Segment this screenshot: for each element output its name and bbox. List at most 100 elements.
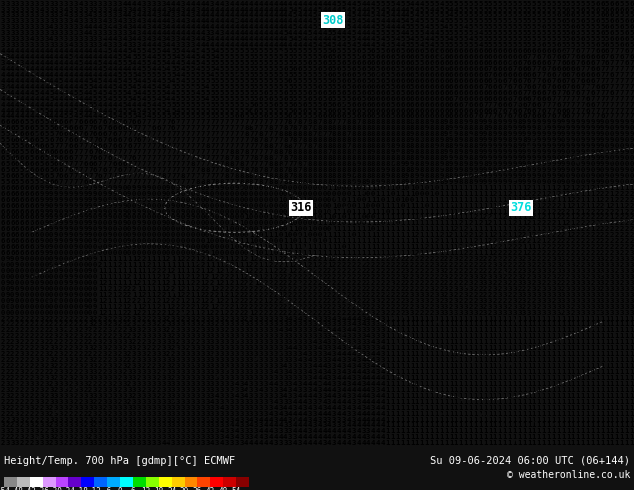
Text: 3: 3 bbox=[547, 310, 551, 316]
Text: 7: 7 bbox=[161, 161, 165, 167]
Text: 9: 9 bbox=[64, 215, 68, 220]
Text: 7: 7 bbox=[74, 161, 78, 167]
Text: 7: 7 bbox=[166, 149, 171, 155]
Text: 6: 6 bbox=[469, 107, 473, 114]
Text: 9: 9 bbox=[5, 292, 10, 298]
Text: 6: 6 bbox=[439, 114, 444, 120]
Text: 4: 4 bbox=[347, 375, 351, 381]
Text: 4: 4 bbox=[205, 96, 209, 101]
Text: 3: 3 bbox=[122, 363, 127, 369]
Text: 8: 8 bbox=[283, 155, 287, 161]
Text: 3: 3 bbox=[259, 333, 263, 340]
Text: 3: 3 bbox=[122, 441, 127, 446]
Text: 3: 3 bbox=[566, 298, 570, 304]
Text: 0: 0 bbox=[83, 238, 87, 245]
Text: 1: 1 bbox=[478, 369, 482, 375]
Text: 2: 2 bbox=[552, 209, 555, 215]
Text: 9: 9 bbox=[536, 143, 541, 149]
Text: 3: 3 bbox=[220, 316, 224, 321]
Text: 1: 1 bbox=[458, 185, 463, 191]
Text: 7: 7 bbox=[215, 161, 219, 167]
Text: 3: 3 bbox=[132, 12, 136, 19]
Text: 9: 9 bbox=[483, 131, 488, 137]
Text: 5: 5 bbox=[302, 48, 307, 54]
Text: 2: 2 bbox=[469, 262, 473, 268]
Text: 2: 2 bbox=[264, 304, 268, 310]
Text: 8: 8 bbox=[366, 167, 370, 173]
Text: 8: 8 bbox=[405, 131, 410, 137]
Text: 8: 8 bbox=[278, 131, 283, 137]
Text: 1: 1 bbox=[473, 393, 477, 399]
Text: 6: 6 bbox=[473, 54, 477, 60]
Text: 1: 1 bbox=[444, 321, 448, 327]
Text: 4: 4 bbox=[176, 19, 180, 25]
Text: 3: 3 bbox=[571, 298, 575, 304]
Text: 1: 1 bbox=[512, 196, 517, 203]
Text: 3: 3 bbox=[142, 381, 146, 387]
Text: 2: 2 bbox=[137, 310, 141, 316]
Text: 54: 54 bbox=[231, 488, 241, 490]
Text: 0: 0 bbox=[132, 238, 136, 245]
Text: 4: 4 bbox=[176, 6, 180, 13]
Text: 0: 0 bbox=[166, 202, 171, 209]
Text: 5: 5 bbox=[230, 90, 234, 96]
Text: 6: 6 bbox=[351, 90, 356, 96]
Text: 6: 6 bbox=[541, 24, 546, 30]
Text: 1: 1 bbox=[444, 387, 448, 393]
Text: 5: 5 bbox=[371, 6, 375, 13]
Text: 6: 6 bbox=[64, 131, 68, 137]
Text: 3: 3 bbox=[112, 321, 117, 327]
Text: 3: 3 bbox=[595, 292, 600, 298]
Text: 4: 4 bbox=[64, 96, 68, 101]
Text: 3: 3 bbox=[230, 351, 234, 357]
Text: 2: 2 bbox=[556, 226, 560, 232]
Text: 3: 3 bbox=[68, 434, 73, 441]
Text: 0: 0 bbox=[166, 238, 171, 245]
Text: 3: 3 bbox=[630, 268, 633, 274]
Text: 9: 9 bbox=[532, 125, 536, 131]
Text: 2: 2 bbox=[322, 262, 327, 268]
Text: 1: 1 bbox=[517, 428, 522, 435]
Text: 0: 0 bbox=[83, 244, 87, 250]
Text: 9: 9 bbox=[44, 185, 49, 191]
Text: 3: 3 bbox=[93, 369, 98, 375]
Text: 1: 1 bbox=[556, 316, 560, 321]
Text: 2: 2 bbox=[391, 256, 395, 262]
Text: 2: 2 bbox=[337, 286, 341, 292]
Text: 2: 2 bbox=[547, 232, 551, 238]
Text: 1: 1 bbox=[380, 191, 385, 196]
Text: 1: 1 bbox=[254, 244, 258, 250]
Text: 1: 1 bbox=[630, 441, 633, 446]
Text: 2: 2 bbox=[425, 274, 429, 280]
Text: 1: 1 bbox=[556, 411, 560, 416]
Text: 4: 4 bbox=[278, 42, 283, 48]
Text: 9: 9 bbox=[59, 220, 63, 226]
Text: 3: 3 bbox=[332, 369, 336, 375]
Text: 1: 1 bbox=[108, 268, 112, 274]
Text: 8: 8 bbox=[264, 167, 268, 173]
Text: 7: 7 bbox=[259, 120, 263, 125]
Text: 4: 4 bbox=[146, 48, 151, 54]
Text: 5: 5 bbox=[380, 48, 385, 54]
Text: 2: 2 bbox=[15, 327, 20, 333]
Text: 5: 5 bbox=[313, 54, 317, 60]
Text: 3: 3 bbox=[161, 428, 165, 435]
Text: 1: 1 bbox=[566, 345, 570, 351]
Text: 3: 3 bbox=[220, 416, 224, 422]
Text: 6: 6 bbox=[610, 90, 614, 96]
Text: 5: 5 bbox=[122, 84, 127, 90]
Text: 2: 2 bbox=[454, 226, 458, 232]
Text: 6: 6 bbox=[342, 84, 346, 90]
Text: 2: 2 bbox=[239, 292, 243, 298]
Text: 9: 9 bbox=[39, 286, 44, 292]
Text: 3: 3 bbox=[195, 399, 200, 405]
Text: 4: 4 bbox=[332, 399, 336, 405]
Text: 1: 1 bbox=[337, 232, 341, 238]
Text: 1: 1 bbox=[449, 381, 453, 387]
Text: 2: 2 bbox=[5, 434, 10, 441]
Text: 1: 1 bbox=[391, 220, 395, 226]
Text: 6: 6 bbox=[425, 114, 429, 120]
Text: 4: 4 bbox=[176, 54, 180, 60]
Text: 1: 1 bbox=[449, 191, 453, 196]
Text: 0: 0 bbox=[166, 226, 171, 232]
